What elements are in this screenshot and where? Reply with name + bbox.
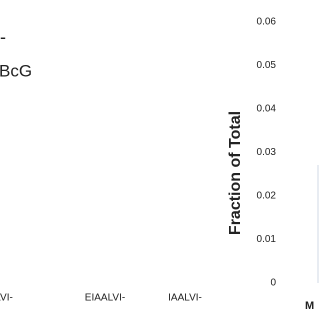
y-tick-label: 0.06: [257, 17, 277, 28]
annotation: BcG: [0, 61, 32, 80]
y-tick-label: 0.04: [257, 104, 277, 115]
annotation: -: [0, 27, 6, 47]
x-tick-label: IAALVI-: [168, 293, 202, 304]
y-tick-label: 0.02: [257, 191, 277, 202]
y-tick-label: 0.05: [257, 60, 277, 71]
y-axis-label: Fraction of Total: [227, 111, 244, 235]
x-tick-label: M: [305, 300, 314, 312]
x-tick-label: EIAALVI-: [85, 293, 125, 304]
y-tick-label: 0: [270, 278, 276, 289]
x-tick-label: LVI-: [0, 293, 13, 304]
y-tick-label: 0.01: [257, 234, 277, 245]
y-tick-label: 0.03: [257, 147, 277, 158]
